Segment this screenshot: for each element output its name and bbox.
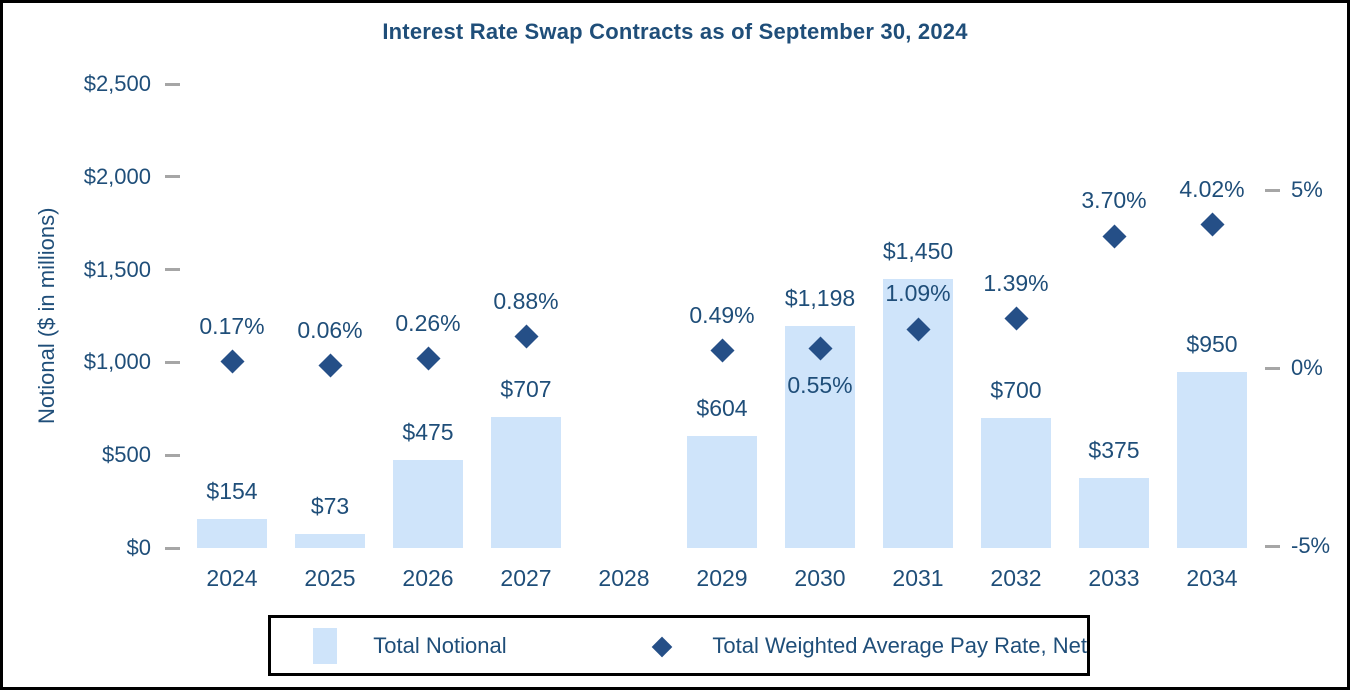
rate-marker-2029	[709, 338, 735, 363]
rate-value-label-2034: 4.02%	[1179, 175, 1245, 202]
bar-value-label-2030: $1,198	[784, 284, 856, 311]
y-axis-title: Notional ($ in millions)	[34, 207, 59, 425]
x-axis-label-2025: 2025	[304, 565, 356, 591]
rate-value-label-2031: 1.09%	[885, 280, 951, 307]
left-axis-tick-mark	[165, 360, 180, 364]
legend-diamond-icon: ◆	[651, 630, 673, 660]
bar-value-label-2033: $375	[1088, 437, 1140, 464]
x-axis-labels: 2024 2025 2026 2027 2028 2029 2030 2031 2032 2033…	[183, 563, 1261, 593]
rate-value-label-2026: 0.26%	[395, 309, 461, 336]
rate-marker-2032	[1003, 306, 1029, 331]
rate-value-label-2030: 0.55%	[787, 372, 853, 399]
rate-value-label-2032: 1.39%	[983, 269, 1049, 296]
legend-label-pay-rate: Total Weighted Average Pay Rate, Net	[712, 632, 1087, 658]
legend-bar-swatch-icon	[313, 627, 338, 664]
plot-area: $154 0.17% $73 0.06% $475 0.26% $707 0.88% $604 0…	[183, 84, 1261, 548]
left-axis-tick-label: $1,000	[83, 349, 151, 375]
x-axis-label-2030: 2030	[794, 565, 846, 591]
bar-2033	[1079, 478, 1149, 548]
bar-2026	[393, 459, 463, 548]
left-axis-tick-label: $1,500	[83, 256, 151, 282]
left-axis-tick-label: $0	[126, 535, 151, 560]
x-axis-label-2031: 2031	[892, 565, 944, 591]
left-axis-tick-mark	[165, 546, 180, 550]
left-axis-tick-mark	[165, 453, 180, 457]
rate-value-label-2024: 0.17%	[199, 312, 265, 339]
bar-2030	[785, 325, 855, 548]
rate-value-label-2033: 3.70%	[1081, 187, 1147, 214]
x-axis-label-2027: 2027	[500, 565, 552, 591]
bar-2029	[687, 435, 757, 548]
right-axis-tick-label: -5%	[1291, 533, 1331, 558]
bar-value-label-2029: $604	[696, 394, 748, 421]
x-axis-label-2033: 2033	[1088, 565, 1140, 591]
x-axis-label-2028: 2028	[598, 565, 650, 591]
x-axis-label-2029: 2029	[696, 565, 748, 591]
rate-value-label-2025: 0.06%	[297, 316, 363, 343]
bar-2024	[197, 519, 267, 548]
rate-marker-2034	[1199, 212, 1225, 237]
rate-marker-2024	[219, 349, 245, 374]
rate-marker-2033	[1101, 224, 1127, 249]
x-axis-label-2034: 2034	[1186, 565, 1238, 591]
right-axis-tick-mark	[1265, 544, 1280, 548]
bar-value-label-2032: $700	[990, 377, 1042, 404]
x-axis-label-2032: 2032	[990, 565, 1042, 591]
x-axis-label-2024: 2024	[206, 565, 258, 591]
right-axis-tick-mark	[1265, 188, 1280, 192]
bar-2032	[981, 418, 1051, 548]
left-axis-tick-mark	[165, 268, 180, 272]
rate-marker-2025	[317, 353, 343, 378]
left-axis-tick-mark	[165, 175, 180, 179]
bar-2034	[1177, 371, 1247, 548]
left-axis-tick-label: $2,000	[83, 163, 151, 189]
x-axis-label-2026: 2026	[402, 565, 454, 591]
rate-marker-2026	[415, 346, 441, 371]
left-axis-tick-label: $2,500	[83, 71, 151, 96]
rate-marker-2027	[513, 324, 539, 349]
bar-2025	[295, 534, 365, 548]
left-axis-tick-mark	[165, 82, 180, 86]
rate-value-label-2029: 0.49%	[689, 301, 755, 328]
bar-value-label-2034: $950	[1186, 330, 1238, 357]
legend: Total Notional ◆ Total Weighted Average …	[268, 615, 1090, 676]
bar-value-label-2026: $475	[402, 418, 454, 445]
bar-2027	[491, 416, 561, 548]
bar-value-label-2027: $707	[500, 375, 552, 402]
rate-value-label-2027: 0.88%	[493, 287, 559, 314]
bar-value-label-2024: $154	[206, 478, 258, 505]
chart-title: Interest Rate Swap Contracts as of Septe…	[382, 19, 968, 44]
bar-value-label-2025: $73	[310, 493, 350, 520]
right-axis-tick-label: 5%	[1291, 177, 1323, 202]
bar-value-label-2031: $1,450	[882, 237, 954, 264]
left-axis-tick-label: $500	[102, 442, 151, 468]
right-axis-tick-label: 0%	[1291, 355, 1323, 380]
legend-label-total-notional: Total Notional	[373, 632, 507, 658]
right-axis-tick-mark	[1265, 366, 1280, 370]
